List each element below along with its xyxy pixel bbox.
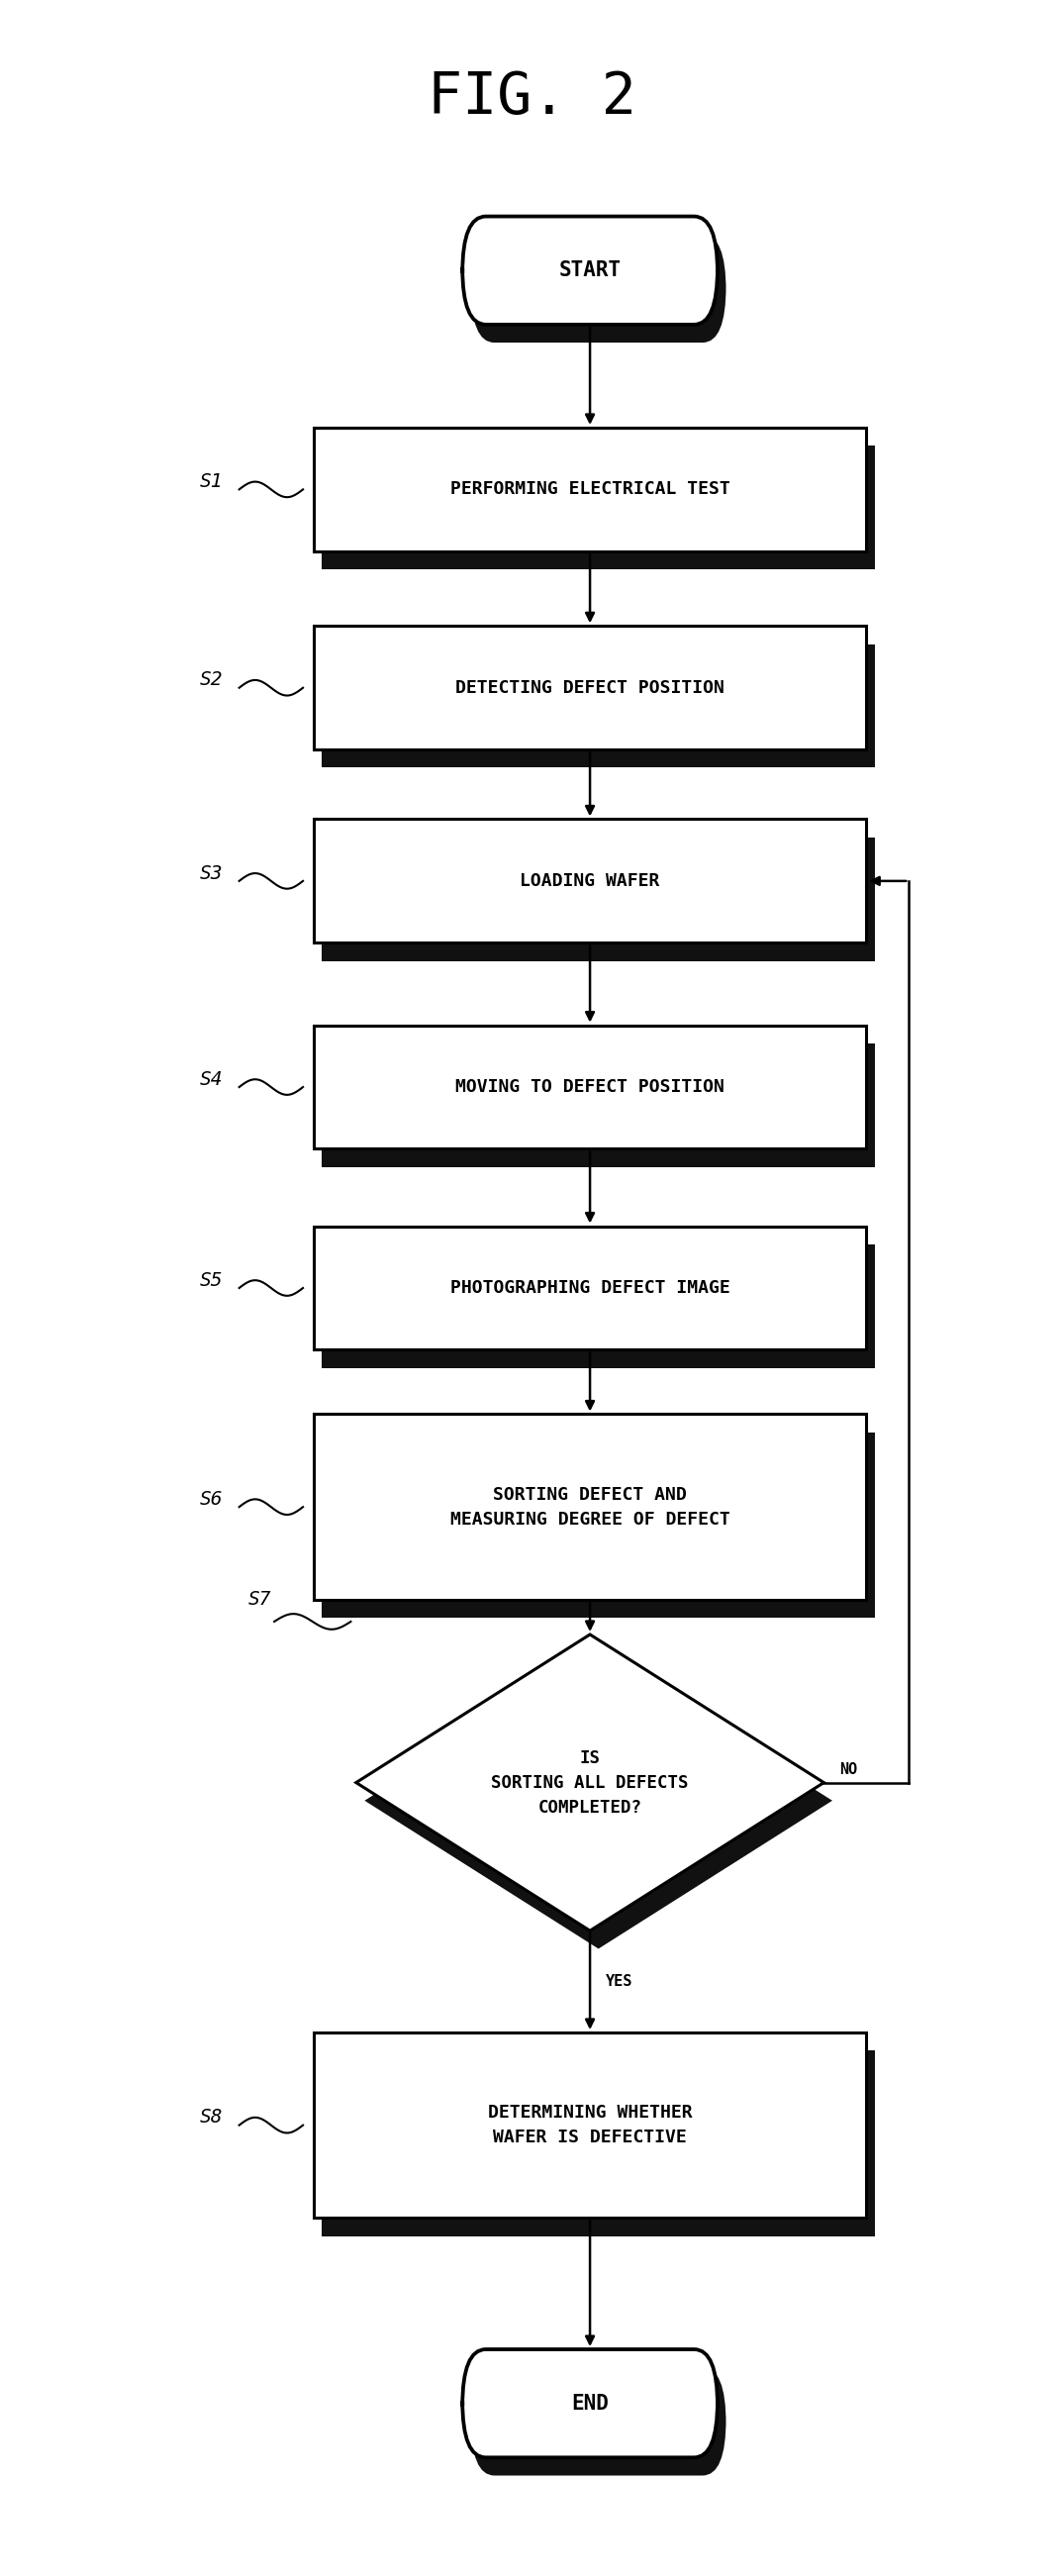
- FancyBboxPatch shape: [314, 1025, 866, 1149]
- FancyBboxPatch shape: [471, 234, 726, 343]
- Text: S6: S6: [200, 1489, 223, 1510]
- Text: DETERMINING WHETHER
WAFER IS DEFECTIVE: DETERMINING WHETHER WAFER IS DEFECTIVE: [488, 2105, 692, 2146]
- FancyBboxPatch shape: [314, 2032, 866, 2218]
- Text: S2: S2: [200, 670, 223, 690]
- FancyBboxPatch shape: [471, 2367, 726, 2476]
- Text: LOADING WAFER: LOADING WAFER: [520, 873, 660, 889]
- FancyBboxPatch shape: [322, 644, 875, 768]
- Text: IS
SORTING ALL DEFECTS
COMPLETED?: IS SORTING ALL DEFECTS COMPLETED?: [491, 1749, 689, 1816]
- Polygon shape: [365, 1654, 832, 1950]
- FancyBboxPatch shape: [322, 837, 875, 961]
- FancyBboxPatch shape: [322, 1244, 875, 1368]
- Text: SORTING DEFECT AND
MEASURING DEGREE OF DEFECT: SORTING DEFECT AND MEASURING DEGREE OF D…: [450, 1486, 730, 1528]
- Text: S7: S7: [248, 1589, 271, 1607]
- Text: PERFORMING ELECTRICAL TEST: PERFORMING ELECTRICAL TEST: [450, 482, 730, 497]
- Text: S5: S5: [200, 1270, 223, 1291]
- FancyBboxPatch shape: [322, 1432, 875, 1618]
- Text: DETECTING DEFECT POSITION: DETECTING DEFECT POSITION: [455, 680, 725, 696]
- Text: S8: S8: [200, 2107, 223, 2128]
- Text: S4: S4: [200, 1069, 223, 1090]
- FancyBboxPatch shape: [314, 1226, 866, 1350]
- FancyBboxPatch shape: [462, 216, 718, 325]
- FancyBboxPatch shape: [322, 1043, 875, 1167]
- Text: S3: S3: [200, 863, 223, 884]
- FancyBboxPatch shape: [314, 819, 866, 943]
- Text: S1: S1: [200, 471, 223, 492]
- Polygon shape: [356, 1636, 824, 1932]
- Text: FIG. 2: FIG. 2: [427, 70, 636, 126]
- FancyBboxPatch shape: [462, 2349, 718, 2458]
- FancyBboxPatch shape: [314, 1414, 866, 1600]
- FancyBboxPatch shape: [322, 2050, 875, 2236]
- Text: NO: NO: [840, 1762, 858, 1777]
- Text: PHOTOGRAPHING DEFECT IMAGE: PHOTOGRAPHING DEFECT IMAGE: [450, 1280, 730, 1296]
- Text: END: END: [571, 2393, 609, 2414]
- FancyBboxPatch shape: [314, 626, 866, 750]
- FancyBboxPatch shape: [322, 446, 875, 569]
- FancyBboxPatch shape: [314, 428, 866, 551]
- Text: YES: YES: [606, 1973, 632, 1989]
- Text: MOVING TO DEFECT POSITION: MOVING TO DEFECT POSITION: [455, 1079, 725, 1095]
- Text: START: START: [559, 260, 621, 281]
